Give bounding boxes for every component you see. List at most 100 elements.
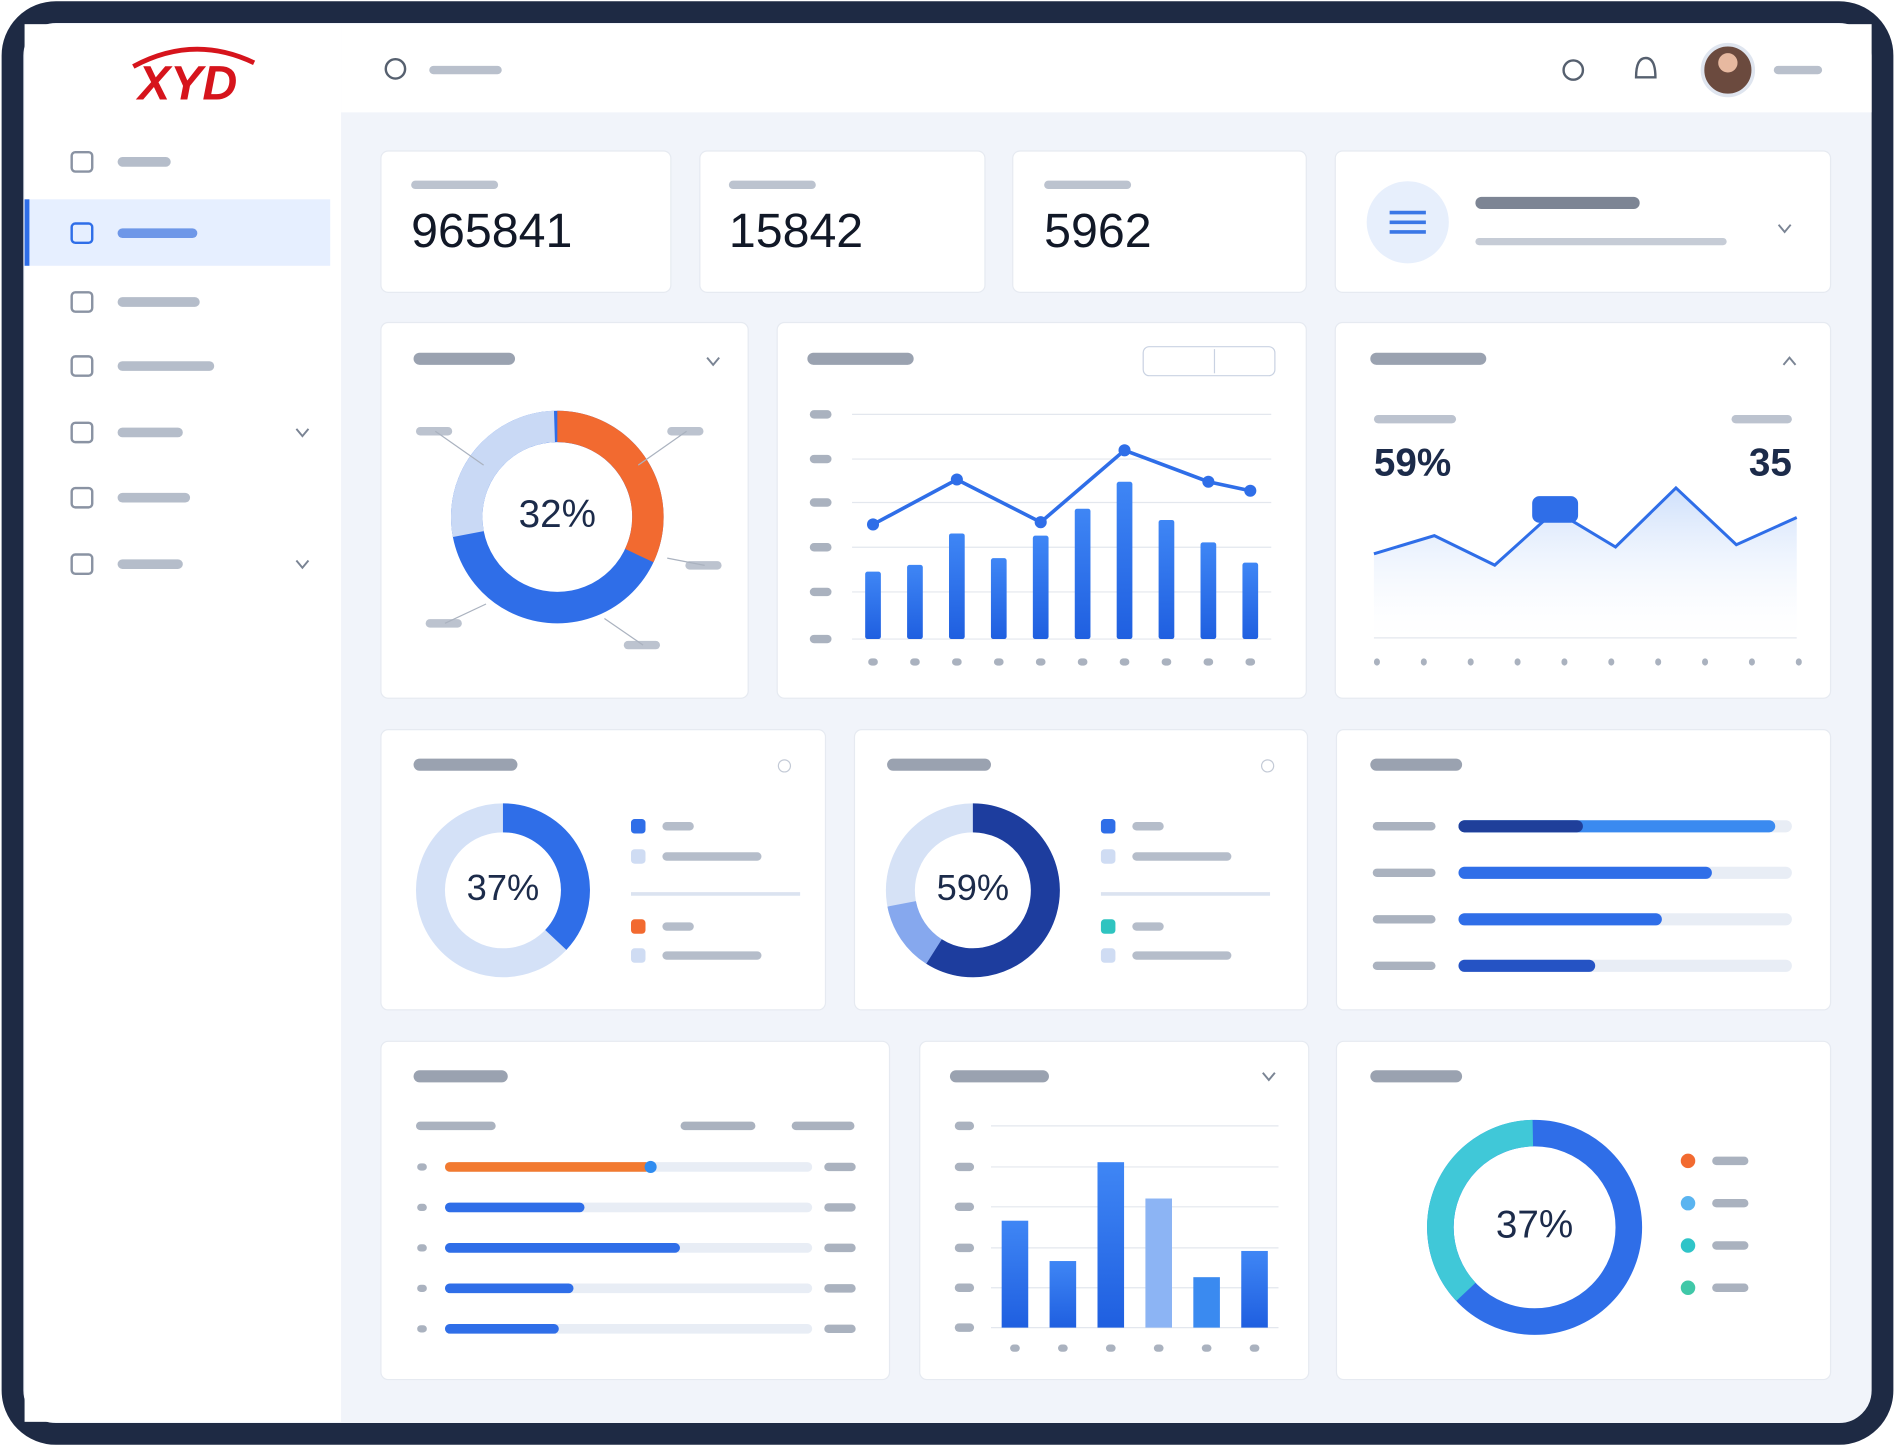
menu-icon[interactable]: [70, 355, 94, 377]
line-point: [1118, 444, 1131, 457]
text-placeholder: [1773, 65, 1823, 75]
text-placeholder: [1373, 414, 1457, 424]
bar: [1032, 535, 1049, 640]
trend-line: [1373, 485, 1798, 567]
chevron[interactable]: [295, 559, 310, 570]
text-placeholder: [415, 427, 453, 436]
legend-swatch: [630, 948, 646, 963]
menu-icon[interactable]: [70, 151, 94, 173]
text-placeholder: [1201, 1344, 1212, 1352]
menu-icon[interactable]: [70, 553, 94, 576]
bell-icon[interactable]: [1634, 56, 1657, 79]
text-placeholder: [417, 1163, 427, 1171]
text-placeholder: [1372, 822, 1436, 831]
chevron[interactable]: [295, 428, 310, 438]
text-placeholder: [417, 1203, 427, 1212]
search-icon[interactable]: [384, 57, 407, 80]
text-placeholder: [1475, 237, 1727, 246]
card: [853, 729, 1309, 1011]
chevron[interactable]: [1777, 224, 1792, 234]
text-placeholder: [1655, 658, 1662, 666]
bar: [1158, 519, 1175, 640]
text-placeholder: [623, 640, 660, 650]
text-placeholder: [1132, 852, 1232, 861]
text-placeholder: [910, 658, 920, 666]
text-placeholder: [1249, 1344, 1260, 1352]
menu-icon[interactable]: [70, 222, 94, 245]
menu-icon[interactable]: [70, 486, 94, 509]
bar: [990, 558, 1007, 640]
legend-swatch: [630, 919, 646, 934]
line: [872, 448, 1251, 527]
top-bar: [341, 24, 1872, 113]
legend-swatch: [1100, 919, 1116, 934]
legend-swatch: [1100, 819, 1116, 834]
text-placeholder: [662, 852, 762, 861]
text-placeholder: [1119, 658, 1130, 666]
line-point: [1202, 475, 1215, 488]
text-placeholder: [809, 410, 832, 419]
text-placeholder: [1712, 1283, 1749, 1292]
text-placeholder: [1372, 961, 1436, 971]
leader-line: [444, 603, 487, 624]
text-placeholder: [417, 1284, 427, 1292]
text-placeholder: [954, 1202, 975, 1212]
donut-value: [926, 803, 1060, 978]
bar: [1200, 542, 1217, 640]
text-placeholder: [824, 1284, 856, 1293]
text-placeholder: [1712, 1241, 1749, 1250]
tooltip-marker[interactable]: [1532, 496, 1579, 523]
text-placeholder: [1372, 868, 1436, 878]
stat-value: 5962: [1044, 204, 1151, 258]
text-placeholder: [1420, 658, 1427, 666]
text-placeholder: [1058, 1344, 1068, 1352]
legend-swatch: [1100, 849, 1116, 864]
text-placeholder: [1132, 922, 1164, 931]
text-placeholder: [824, 1162, 856, 1172]
legend-swatch: [1100, 948, 1116, 963]
text-placeholder: [117, 492, 191, 503]
bar: [1145, 1198, 1172, 1328]
toggle[interactable]: [1142, 346, 1276, 377]
text-placeholder: [1561, 658, 1568, 666]
menu-icon[interactable]: [70, 291, 94, 313]
chevron[interactable]: [706, 356, 720, 367]
progress-knob[interactable]: [644, 1160, 657, 1173]
area: [1373, 487, 1797, 638]
legend-swatch: [630, 819, 646, 834]
line-point: [950, 473, 963, 486]
bar: [907, 564, 923, 640]
donut-label: 37%: [467, 867, 540, 908]
donut-segment: [887, 900, 943, 964]
progress-bar: [444, 1283, 574, 1294]
progress-bar: [444, 1202, 585, 1213]
bar: [1116, 481, 1133, 640]
menu-icon[interactable]: [70, 421, 94, 444]
text-placeholder: [662, 822, 694, 831]
text-placeholder: [807, 352, 914, 365]
bar: [1097, 1162, 1125, 1328]
menu-dot[interactable]: [1260, 759, 1275, 773]
text-placeholder: [809, 454, 832, 464]
text-placeholder: [417, 1325, 427, 1333]
chevron[interactable]: [1782, 356, 1797, 366]
text-placeholder: [1795, 658, 1802, 666]
text-placeholder: [117, 228, 198, 238]
legend-swatch: [1680, 1195, 1696, 1211]
legend-swatch: [1680, 1238, 1696, 1253]
bar: [1001, 1220, 1029, 1328]
chevron[interactable]: [1262, 1072, 1276, 1082]
text-placeholder: [1153, 1344, 1164, 1352]
text-placeholder: [954, 1243, 975, 1253]
text-placeholder: [413, 1070, 508, 1083]
text-placeholder: [117, 297, 200, 307]
bar: [1241, 1250, 1268, 1328]
text-placeholder: [117, 559, 183, 569]
settings-icon[interactable]: [1562, 59, 1585, 81]
text-placeholder: [1373, 658, 1380, 666]
bar: [1193, 1277, 1220, 1328]
text-placeholder: [1712, 1198, 1749, 1208]
text-placeholder: [1475, 196, 1640, 209]
menu-dot[interactable]: [777, 759, 792, 773]
